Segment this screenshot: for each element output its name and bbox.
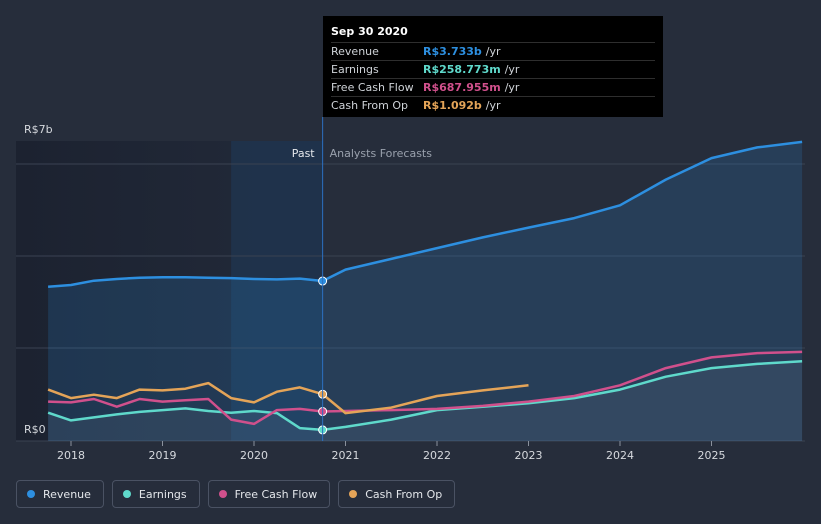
legend-label: Free Cash Flow: [234, 487, 318, 501]
tooltip-label: Cash From Op: [331, 99, 409, 112]
tooltip-date: Sep 30 2020: [331, 25, 408, 38]
revenue-dot-icon: [27, 490, 35, 498]
tooltip-unit: /yr: [485, 45, 501, 58]
free-cash-flow-dot-icon: [218, 490, 227, 498]
series-line-free-cash-flow: [48, 350, 803, 426]
legend-label: Revenue: [43, 487, 91, 501]
x-tick-label: 2019: [149, 449, 177, 462]
series-lines: [47, 140, 803, 432]
tooltip-value: R$687.955m: [423, 81, 501, 94]
x-axis-ticks: 2018 2019 2020 2021 2022 2023 2024 2025: [57, 441, 726, 462]
tooltip-value: R$1.092b: [423, 99, 482, 112]
tooltip-row-cash-from-op: Cash From Op R$1.092b /yr: [331, 96, 655, 114]
y-tick-label-top: R$7b: [24, 123, 53, 136]
earnings-dot-icon: [122, 490, 131, 498]
tooltip-unit: /yr: [485, 99, 501, 112]
x-tick-label: 2025: [698, 449, 726, 462]
tooltip-value: R$258.773m: [423, 63, 501, 76]
area-revenue: [48, 141, 803, 441]
tooltip-label: Free Cash Flow: [331, 81, 414, 94]
legend-item-earnings[interactable]: Earnings: [111, 480, 200, 508]
legend-item-revenue[interactable]: Revenue: [16, 480, 104, 508]
series-line-revenue: [48, 140, 803, 288]
cash-from-op-dot-icon: [349, 490, 358, 498]
series-line-earnings: [47, 360, 803, 432]
x-tick-label: 2020: [240, 449, 268, 462]
tooltip-unit: /yr: [504, 81, 520, 94]
past-label: Past: [292, 147, 316, 160]
tooltip-row-free-cash-flow: Free Cash Flow R$687.955m /yr: [331, 78, 655, 96]
forecast-label: Analysts Forecasts: [330, 147, 433, 160]
series-line-cash-from-op: [47, 381, 529, 415]
legend-item-cash-from-op[interactable]: Cash From Op: [338, 480, 456, 508]
y-tick-label-bottom: R$0: [24, 423, 46, 436]
legend: Revenue Earnings Free Cash Flow Cash Fro…: [16, 480, 456, 508]
tooltip-label: Earnings: [331, 63, 379, 76]
x-tick-label: 2021: [332, 449, 360, 462]
x-tick-label: 2023: [515, 449, 543, 462]
grid-lines: [16, 163, 805, 442]
tooltip: Sep 30 2020 Revenue R$3.733b /yr Earning…: [323, 16, 663, 117]
legend-label: Cash From Op: [365, 487, 443, 501]
legend-item-free-cash-flow[interactable]: Free Cash Flow: [207, 480, 331, 508]
tooltip-label: Revenue: [331, 45, 379, 58]
x-tick-label: 2022: [423, 449, 451, 462]
tooltip-row-earnings: Earnings R$258.773m /yr: [331, 60, 655, 78]
x-tick-label: 2018: [57, 449, 85, 462]
tooltip-value: R$3.733b: [423, 45, 482, 58]
x-tick-label: 2024: [606, 449, 634, 462]
legend-label: Earnings: [138, 487, 187, 501]
tooltip-unit: /yr: [504, 63, 520, 76]
tooltip-row-revenue: Revenue R$3.733b /yr: [331, 42, 655, 60]
